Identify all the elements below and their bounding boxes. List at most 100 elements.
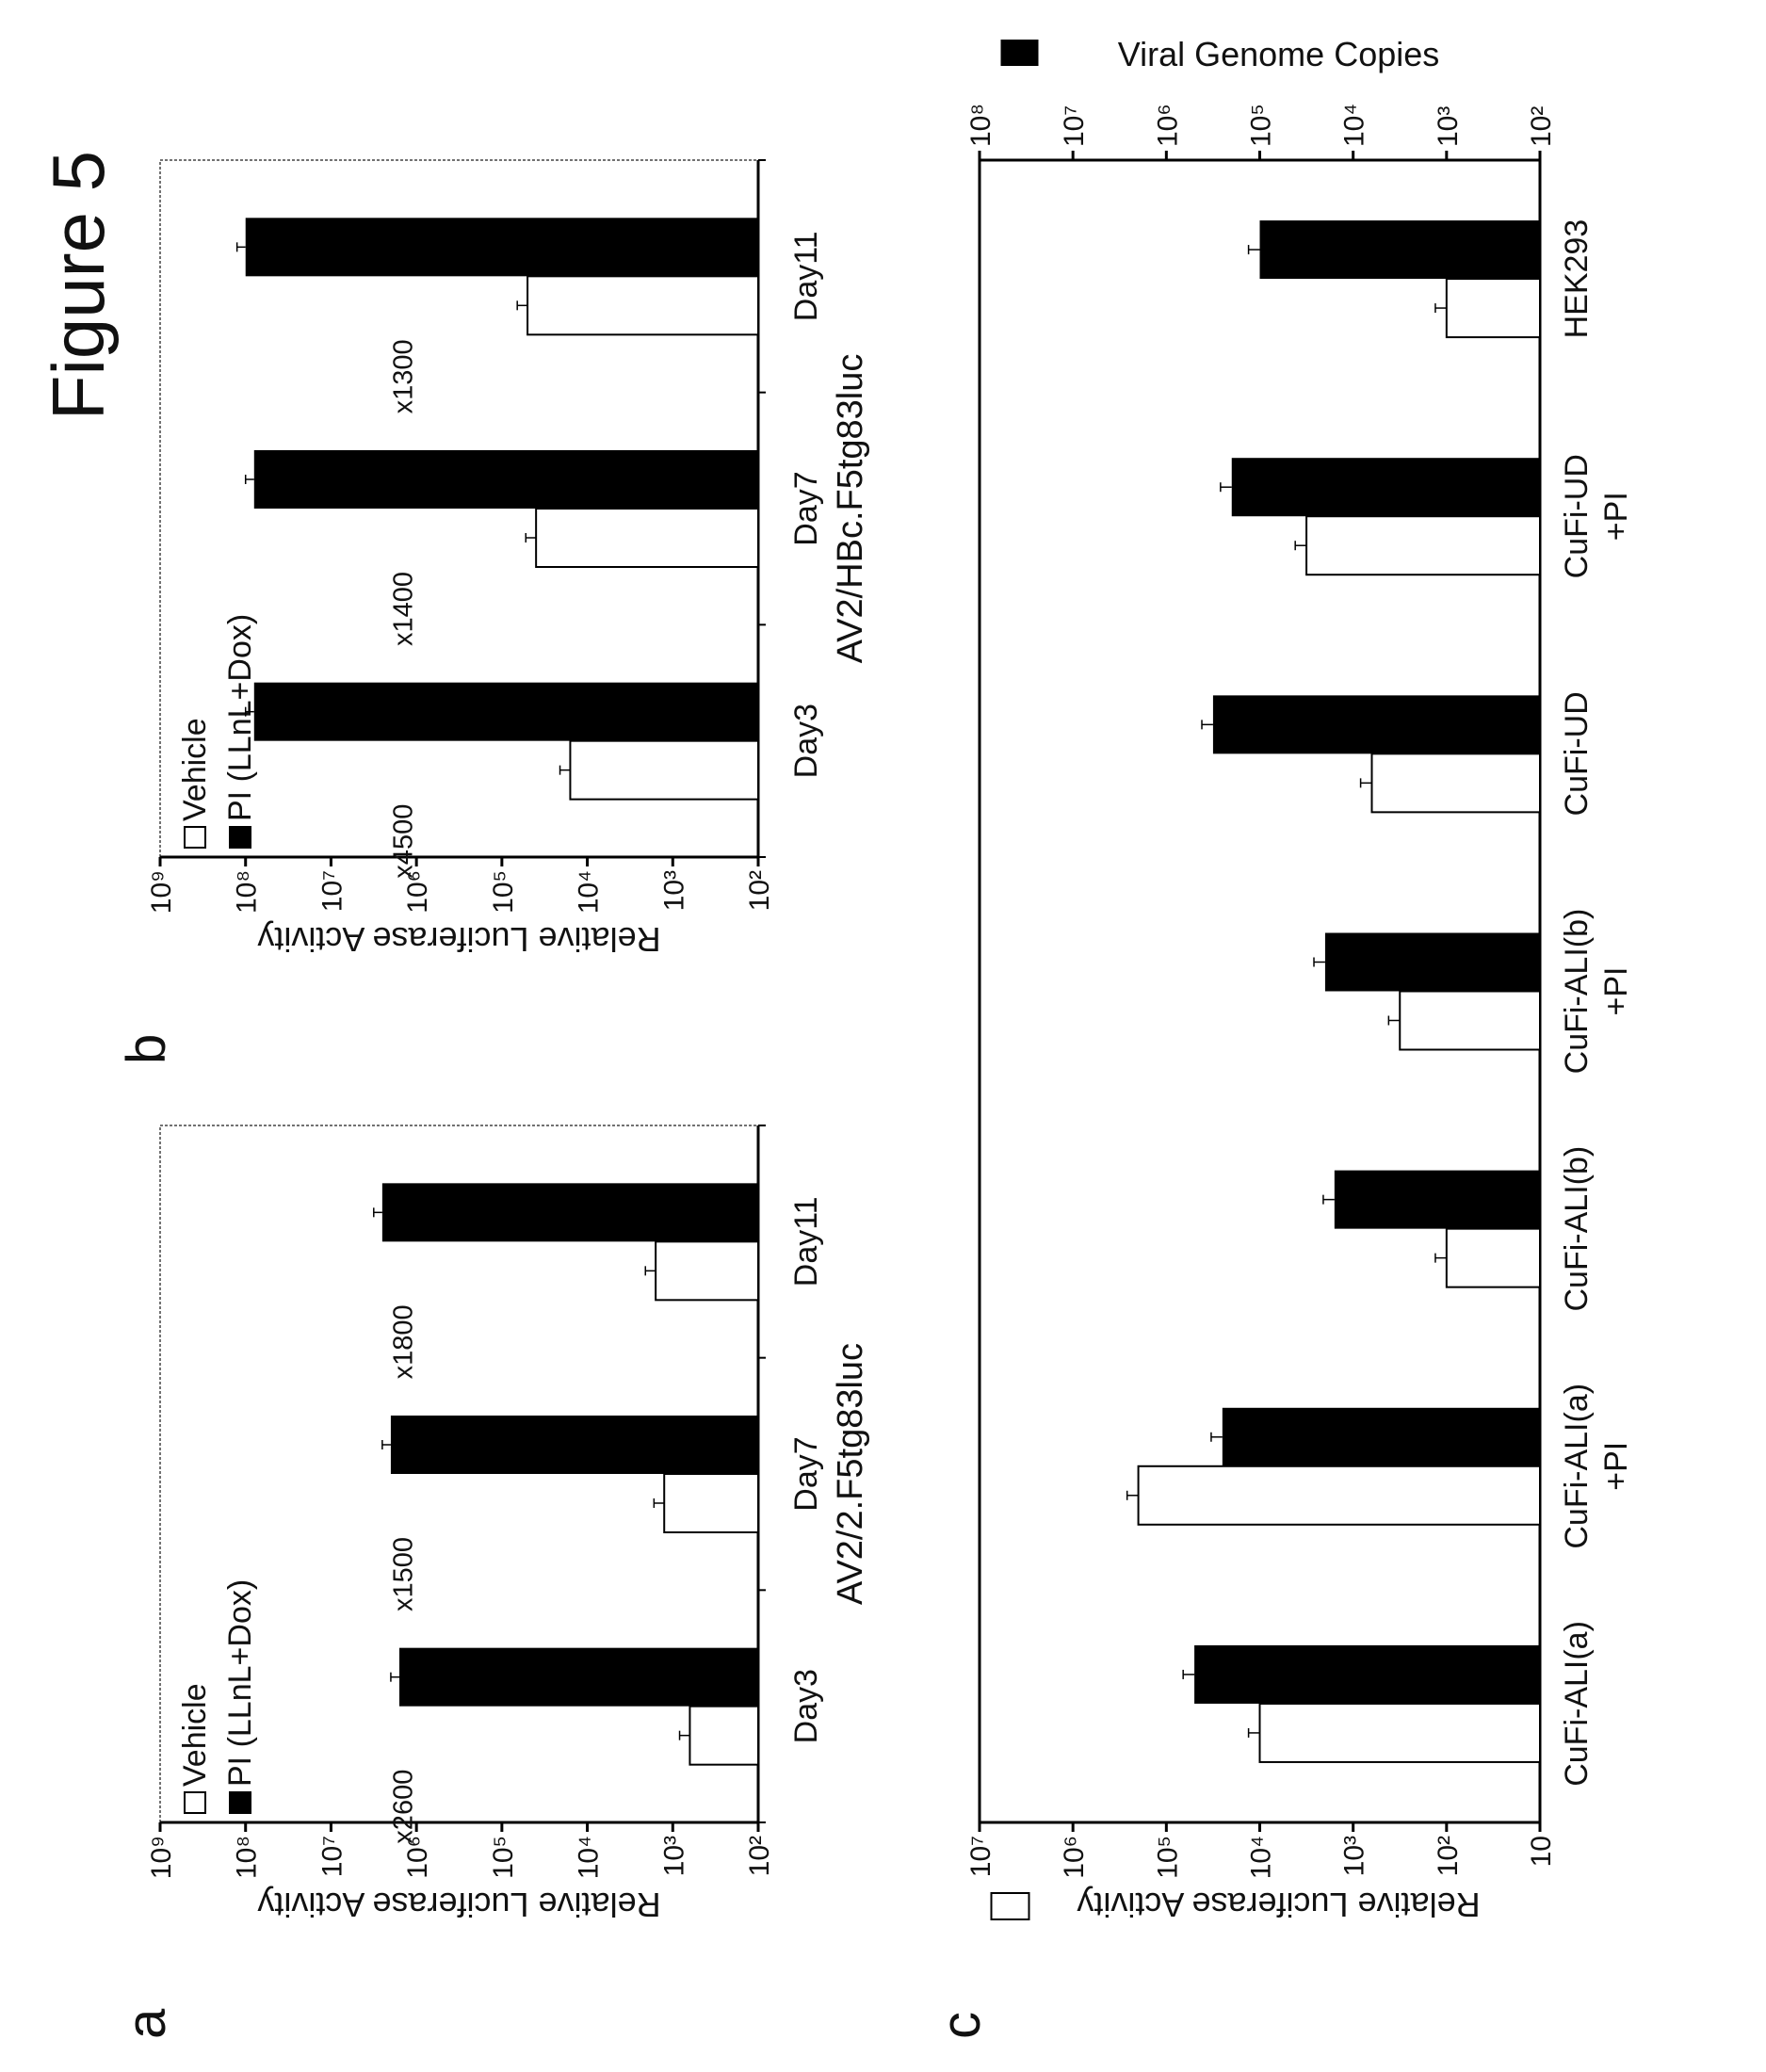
y-tick-label: 10⁷ bbox=[316, 1836, 348, 1877]
x-category-label: CuFi-ALI(b) bbox=[1559, 909, 1595, 1075]
x-category-sublabel: +PI bbox=[1598, 492, 1634, 541]
y-right-axis-label-group: Viral Genome Copies bbox=[1001, 35, 1440, 73]
bar-luciferase bbox=[1139, 1466, 1540, 1525]
fold-label: x1500 bbox=[389, 1537, 419, 1611]
figure-canvas: Figure 5 a b c 10² 10³ 10⁴ 10⁵ 10⁶ 10⁷ 10⁸ 10⁹ R… bbox=[0, 0, 1766, 2072]
y-axis-label: Relative Luciferase Activity bbox=[257, 1886, 660, 1924]
chart-panel-a: 10²10³10⁴10⁵10⁶10⁷10⁸10⁹Relative Lucifer… bbox=[146, 1125, 870, 1924]
y-tick-label: 10⁹ bbox=[146, 1836, 177, 1879]
y-right-tick-label: 10⁸ bbox=[965, 104, 996, 147]
panel-label-b: b bbox=[116, 1034, 177, 1064]
y-tick-label: 10⁷ bbox=[316, 870, 348, 912]
fold-label: x4500 bbox=[389, 804, 419, 879]
y-left-tick-label: 10 bbox=[1526, 1836, 1557, 1867]
x-category-label: CuFi-ALI(a) bbox=[1559, 1384, 1595, 1549]
y-tick-label: 10⁸ bbox=[232, 870, 263, 914]
y-left-tick-label: 10² bbox=[1433, 1836, 1464, 1876]
bar-vehicle bbox=[527, 276, 758, 334]
bar-genome-copies bbox=[1260, 220, 1541, 279]
bar-luciferase bbox=[1400, 992, 1540, 1050]
bar-luciferase bbox=[1260, 1704, 1541, 1762]
x-category-label: Day3 bbox=[788, 1669, 824, 1743]
x-category-sublabel: +PI bbox=[1598, 1442, 1634, 1491]
fold-label: x1800 bbox=[389, 1304, 419, 1379]
panel-label-a: a bbox=[116, 2008, 177, 2039]
chart-title: AV2/2.F5tg83luc bbox=[831, 1343, 870, 1605]
x-category-label: Day7 bbox=[788, 1436, 824, 1511]
y-tick-label: 10⁵ bbox=[488, 870, 519, 914]
y-tick-label: 10³ bbox=[658, 1836, 689, 1876]
legend-vehicle-label: Vehicle bbox=[177, 718, 213, 821]
x-category-sublabel: +PI bbox=[1598, 967, 1634, 1016]
y-right-tick-label: 10⁵ bbox=[1246, 104, 1277, 147]
x-category-label: CuFi-ALI(a) bbox=[1559, 1621, 1595, 1787]
y-axis-label: Relative Luciferase Activity bbox=[257, 920, 660, 959]
legend-vehicle-swatch bbox=[185, 827, 205, 848]
fold-label: x2600 bbox=[389, 1770, 419, 1844]
fold-label: x1300 bbox=[389, 339, 419, 413]
bar-genome-copies bbox=[1232, 458, 1540, 516]
bar-pi bbox=[254, 450, 758, 509]
y-right-axis-label: Viral Genome Copies bbox=[1118, 35, 1440, 73]
legend-luciferase-swatch bbox=[992, 1893, 1029, 1919]
y-tick-label: 10² bbox=[744, 1836, 775, 1876]
bar-vehicle bbox=[689, 1707, 758, 1765]
bar-luciferase bbox=[1447, 279, 1540, 337]
bar-pi bbox=[391, 1416, 758, 1474]
bar-vehicle bbox=[570, 741, 758, 800]
chart-title: AV2/HBc.F5tg83luc bbox=[831, 354, 870, 664]
bar-vehicle bbox=[664, 1474, 758, 1532]
y-right-tick-label: 10⁴ bbox=[1339, 104, 1370, 147]
y-left-tick-label: 10⁵ bbox=[1152, 1836, 1183, 1879]
legend-vehicle-label: Vehicle bbox=[177, 1683, 213, 1787]
y-left-tick-label: 10⁶ bbox=[1059, 1836, 1090, 1879]
x-category-label: CuFi-UD bbox=[1559, 691, 1595, 816]
bar-vehicle bbox=[656, 1241, 758, 1300]
y-left-tick-label: 10⁴ bbox=[1246, 1836, 1277, 1879]
bar-vehicle bbox=[536, 509, 758, 567]
legend-genome-swatch bbox=[1001, 40, 1039, 66]
x-category-label: CuFi-ALI(b) bbox=[1559, 1146, 1595, 1312]
bar-pi bbox=[254, 683, 758, 741]
x-category-label: Day3 bbox=[788, 704, 824, 778]
bar-genome-copies bbox=[1325, 933, 1540, 992]
bar-luciferase bbox=[1447, 1229, 1540, 1287]
y-right-tick-label: 10⁶ bbox=[1152, 104, 1183, 147]
y-tick-label: 10⁴ bbox=[574, 870, 605, 914]
legend-vehicle-swatch bbox=[185, 1792, 205, 1813]
legend-pi-label: PI (LLnL+Dox) bbox=[222, 614, 258, 821]
bar-genome-copies bbox=[1194, 1645, 1540, 1704]
y-right-tick-label: 10⁷ bbox=[1059, 105, 1090, 147]
bar-pi bbox=[382, 1183, 758, 1241]
y-right-tick-label: 10² bbox=[1526, 106, 1557, 147]
y-left-tick-label: 10⁷ bbox=[965, 1836, 996, 1877]
x-category-label: Day7 bbox=[788, 471, 824, 545]
y-right-tick-label: 10³ bbox=[1433, 106, 1464, 147]
bar-genome-copies bbox=[1335, 1171, 1540, 1229]
y-tick-label: 10⁸ bbox=[232, 1836, 263, 1879]
chart-panel-c: 10 10² 10³ 10⁴ 10⁵ 10⁶ 10⁷ 10² 10³ 10⁴ 10⁵ 10⁶ 10⁷ 10… bbox=[965, 35, 1634, 1924]
panel-label-c: c bbox=[931, 2012, 992, 2039]
x-category-label: HEK293 bbox=[1559, 219, 1595, 339]
bar-genome-copies bbox=[1213, 695, 1540, 753]
bar-genome-copies bbox=[1223, 1408, 1540, 1466]
fold-label: x1400 bbox=[389, 572, 419, 646]
y-left-axis-label-group: Relative Luciferase Activity bbox=[992, 1886, 1481, 1924]
y-tick-label: 10⁹ bbox=[146, 870, 177, 914]
y-tick-label: 10² bbox=[744, 870, 775, 911]
chart-panel-b: 10²10³10⁴10⁵10⁶10⁷10⁸10⁹Relative Lucifer… bbox=[146, 160, 870, 959]
y-tick-label: 10³ bbox=[658, 870, 689, 911]
legend-pi-swatch bbox=[230, 827, 251, 848]
y-tick-label: 10⁵ bbox=[488, 1836, 519, 1879]
y-left-axis-label: Relative Luciferase Activity bbox=[1077, 1886, 1480, 1924]
legend-pi-swatch bbox=[230, 1792, 251, 1813]
bar-pi bbox=[399, 1648, 758, 1707]
x-category-label: Day11 bbox=[788, 231, 824, 321]
figure-title: Figure 5 bbox=[37, 151, 120, 420]
y-left-tick-label: 10³ bbox=[1339, 1836, 1370, 1876]
y-tick-label: 10⁴ bbox=[574, 1836, 605, 1879]
bar-pi bbox=[246, 218, 758, 276]
x-category-label: Day11 bbox=[788, 1196, 824, 1287]
bar-luciferase bbox=[1306, 516, 1540, 575]
x-category-label: CuFi-UD bbox=[1559, 454, 1595, 578]
